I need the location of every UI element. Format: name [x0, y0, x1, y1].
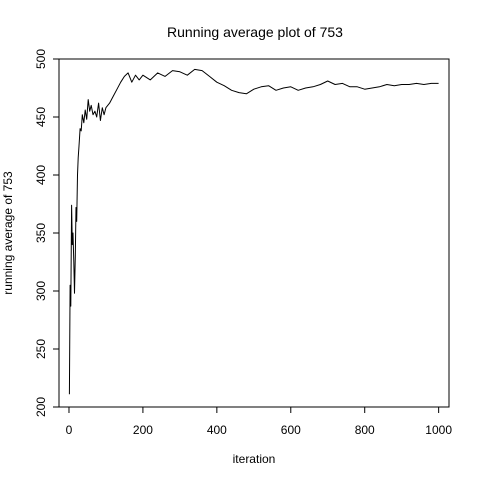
x-axis-label: iteration [233, 452, 276, 466]
x-tick-label: 600 [281, 423, 301, 437]
x-tick-label: 1000 [425, 423, 452, 437]
chart-title: Running average plot of 753 [167, 24, 343, 40]
y-axis: 200 250 300 350 400 450 500 [34, 49, 59, 417]
series-layer [68, 68, 439, 395]
x-tick-label: 0 [66, 423, 73, 437]
y-tick-label: 500 [34, 49, 48, 69]
y-tick-label: 450 [34, 107, 48, 127]
y-axis-label: running average of 753 [1, 171, 15, 295]
y-tick-label: 350 [34, 223, 48, 243]
x-tick-label: 800 [355, 423, 375, 437]
plot-frame [58, 58, 450, 408]
running-average-line [68, 68, 439, 395]
y-tick-label: 250 [34, 339, 48, 359]
x-axis: 0 200 400 600 800 1000 [66, 407, 452, 437]
x-tick-label: 200 [133, 423, 153, 437]
y-tick-label: 200 [34, 397, 48, 417]
y-tick-label: 400 [34, 165, 48, 185]
x-tick-label: 400 [207, 423, 227, 437]
y-tick-label: 300 [34, 281, 48, 301]
